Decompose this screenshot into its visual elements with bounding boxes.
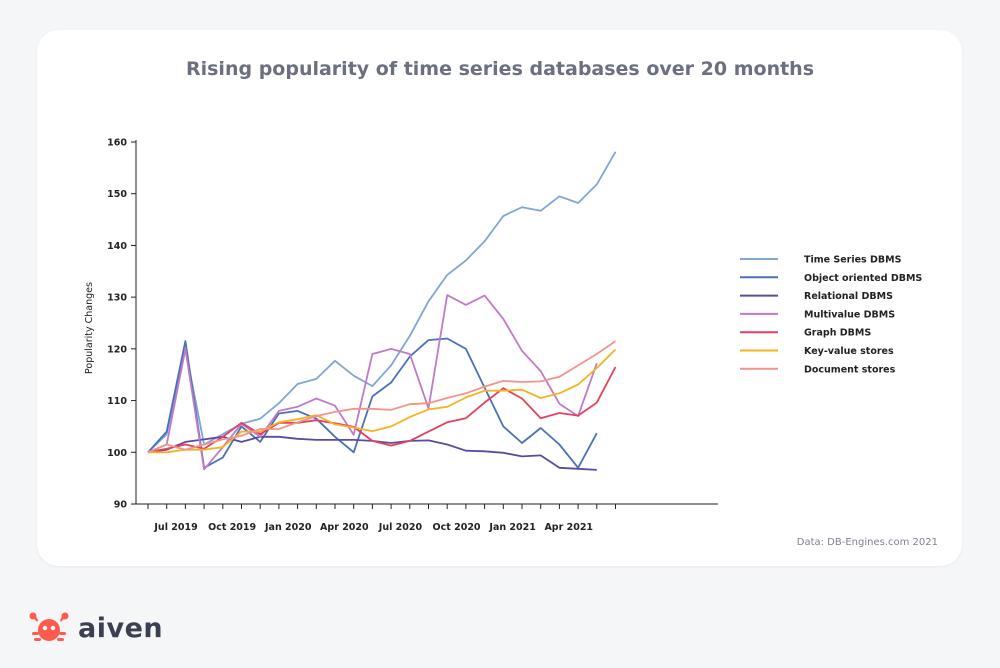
x-tick-label: Jul 2019 [153, 522, 197, 533]
x-tick-label: Apr 2020 [320, 522, 369, 533]
line-chart: 90 100 110 120 130 140 150 160 Jul 2019 Oct 2019 J… [84, 138, 922, 534]
x-tick-label: Jul 2020 [378, 522, 423, 533]
x-tick-label: Oct 2019 [208, 522, 256, 533]
crab-icon [29, 612, 69, 641]
logo-text: aiven [78, 612, 164, 644]
legend-label: Multivalue DBMS [804, 309, 895, 320]
y-tick-label: 120 [107, 344, 127, 355]
legend-label: Time Series DBMS [804, 255, 902, 266]
aiven-logo: aiven [28, 610, 163, 646]
series-line [148, 348, 617, 454]
y-axis-label: Popularity Changes [84, 282, 95, 374]
y-tick-label: 140 [107, 241, 127, 252]
series-line [147, 151, 617, 453]
legend-label: Object oriented DBMS [804, 273, 922, 284]
series-line [147, 366, 617, 454]
chart-title: Rising popularity of time series databas… [185, 58, 815, 80]
y-tick-label: 130 [107, 293, 127, 304]
legend-label: Relational DBMS [804, 291, 893, 302]
x-tick-label: Oct 2020 [433, 522, 481, 533]
x-tick-label: Jan 2020 [264, 522, 312, 533]
y-tick-label: 160 [107, 138, 127, 149]
source-note: Data: DB-Engines.com 2021 [796, 537, 938, 548]
series-line [147, 337, 598, 469]
legend-label: Document stores [804, 364, 896, 375]
x-tick-label: Apr 2021 [544, 522, 593, 533]
chart-card [37, 30, 962, 566]
legend-label: Key-value stores [804, 346, 894, 357]
x-tick-label: Jan 2021 [488, 522, 535, 533]
y-tick-label: 110 [107, 396, 127, 407]
legend-label: Graph DBMS [804, 328, 871, 339]
y-tick-label: 150 [107, 189, 127, 200]
y-tick-label: 100 [107, 448, 127, 459]
series-line [147, 340, 617, 454]
y-tick-label: 90 [114, 500, 128, 511]
